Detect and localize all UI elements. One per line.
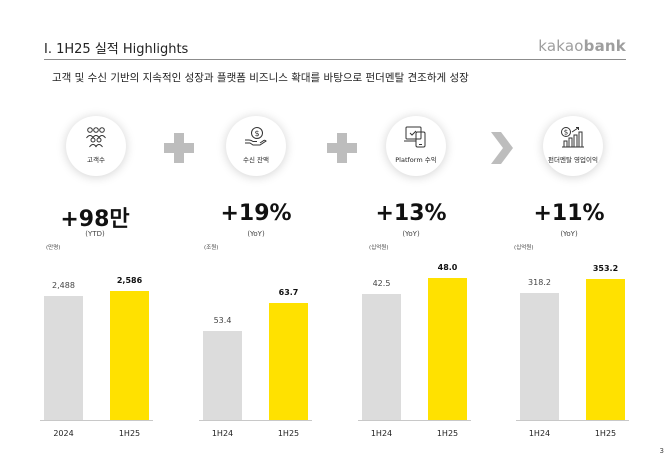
unit-label: (십억원) <box>514 245 534 251</box>
metric-period: (YoY) <box>247 230 265 238</box>
chart-baseline <box>516 420 629 421</box>
chevron-right-icon <box>491 132 513 164</box>
metric-circle-platform: Platform 수익 <box>386 116 446 176</box>
metric-headline: +19% <box>220 201 292 226</box>
bar-1H24 <box>203 330 242 420</box>
category-label: 1H24 <box>211 429 234 438</box>
chart-baseline <box>358 420 471 421</box>
category-label: 2024 <box>53 429 74 438</box>
chart-baseline <box>40 420 153 421</box>
category-label: 1H25 <box>594 429 617 438</box>
category-label: 1H25 <box>118 429 141 438</box>
category-label: 1H24 <box>370 429 393 438</box>
bar-1H25 <box>110 290 149 420</box>
chart-baseline <box>199 420 312 421</box>
page-title: I. 1H25 실적 Highlights <box>44 42 189 57</box>
page-subtitle: 고객 및 수신 기반의 지속적인 성장과 플랫폼 비즈니스 확대를 바탕으로 펀… <box>52 72 469 84</box>
bar-value-label: 318.2 <box>528 277 551 287</box>
platform-icon <box>404 126 426 148</box>
svg-text:$: $ <box>254 129 259 138</box>
kakaobank-logo: kakaobank <box>538 37 626 55</box>
bar-value-label: 2,586 <box>116 275 143 285</box>
money-hand-icon: $ <box>245 127 267 146</box>
bar-value-label: 42.5 <box>372 279 391 289</box>
bar-1H24 <box>520 292 559 420</box>
logo-text-light: kakao <box>538 37 584 55</box>
metric-period: (YTD) <box>85 230 105 238</box>
bar-1H24 <box>362 294 401 420</box>
bar-value-label: 53.4 <box>213 315 232 325</box>
bar-2024 <box>44 295 83 420</box>
category-label: 1H24 <box>528 429 551 438</box>
category-label: 1H25 <box>436 429 459 438</box>
people-icon <box>86 127 106 148</box>
header-divider <box>44 59 626 60</box>
bar-1H25 <box>269 303 308 420</box>
unit-label: (조원) <box>204 245 219 251</box>
unit-label: (십억원) <box>369 245 389 251</box>
metric-circle-deposits: $ 수신 잔액 <box>226 116 286 176</box>
circle-label: 고객수 <box>87 156 105 164</box>
bar-value-label: 353.2 <box>592 263 619 273</box>
metric-headline: +11% <box>533 201 605 226</box>
logo-text-bold: bank <box>583 37 626 55</box>
svg-text:$: $ <box>564 129 568 137</box>
circle-label: Platform 수익 <box>395 156 437 164</box>
unit-label: (만명) <box>46 245 61 251</box>
bar-value-label: 2,488 <box>52 280 75 290</box>
category-label: 1H25 <box>277 429 300 438</box>
circle-label: 수신 잔액 <box>243 156 269 164</box>
plus-icon <box>327 133 357 163</box>
circle-label: 펀더멘탈 영업이익 <box>548 156 598 164</box>
metric-period: (YoY) <box>560 230 578 238</box>
bar-value-label: 63.7 <box>278 288 299 298</box>
page-number: 3 <box>659 447 664 455</box>
metric-headline: +13% <box>375 201 447 226</box>
bar-value-label: 48.0 <box>437 262 458 272</box>
bar-1H25 <box>428 277 467 420</box>
bar-1H25 <box>586 278 625 420</box>
metric-circle-customers: 고객수 <box>66 116 126 176</box>
metric-period: (YoY) <box>402 230 420 238</box>
metric-circle-operating-income: $ 펀더멘탈 영업이익 <box>543 116 603 176</box>
plus-icon <box>164 133 194 163</box>
metric-headline: +98만 <box>60 207 130 232</box>
growth-chart-icon: $ <box>561 127 584 148</box>
